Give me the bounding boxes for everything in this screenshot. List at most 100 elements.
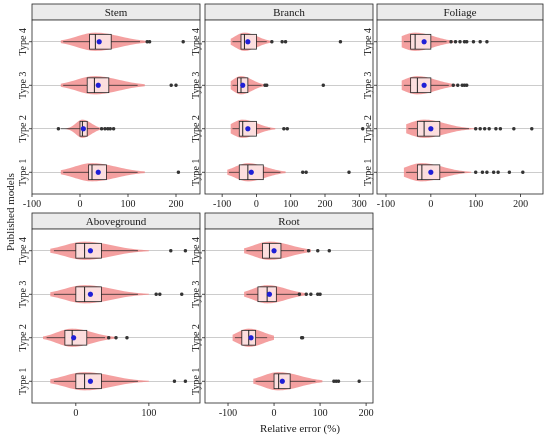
panel-title: Root xyxy=(278,216,299,228)
series-type-3 xyxy=(32,285,200,304)
series-type-4 xyxy=(205,32,373,51)
y-tick-label: Type 1 xyxy=(363,159,374,186)
outlier-point xyxy=(180,292,184,296)
mean-point xyxy=(95,82,101,88)
outlier-point xyxy=(465,83,469,87)
mean-point xyxy=(87,248,94,254)
series-type-3 xyxy=(205,285,373,304)
series-type-4 xyxy=(32,32,200,51)
outlier-point xyxy=(99,127,104,131)
outlier-point xyxy=(103,127,107,131)
outlier-point xyxy=(465,40,469,44)
panel-title: Stem xyxy=(105,7,128,19)
outlier-point xyxy=(108,127,112,131)
x-tick-label: 0 xyxy=(254,199,259,210)
series-type-4 xyxy=(32,241,200,260)
outlier-point xyxy=(478,127,482,131)
outlier-point xyxy=(154,292,158,296)
outlier-point xyxy=(482,127,487,131)
outlier-point xyxy=(338,40,343,44)
outlier-point xyxy=(111,127,116,131)
iqr-box xyxy=(410,33,432,50)
outlier-point xyxy=(56,127,61,131)
panel-branch: Branch -100 0 100 200 300 Type 1 Type 2 Type 3 Ty… xyxy=(191,3,374,210)
mean-point xyxy=(428,126,434,132)
y-tick-label: Type 3 xyxy=(191,281,202,308)
outlier-point xyxy=(485,170,489,174)
mean-point xyxy=(71,335,77,341)
outlier-point xyxy=(327,249,331,253)
mean-point xyxy=(87,378,94,384)
y-tick-label: Type 1 xyxy=(191,368,202,395)
x-tick-label: 200 xyxy=(359,408,374,419)
mean-point xyxy=(421,82,427,88)
mean-point xyxy=(248,335,254,341)
y-tick-label: Type 2 xyxy=(18,324,29,351)
outlier-point xyxy=(449,40,453,44)
outlier-point xyxy=(530,127,534,131)
outlier-point xyxy=(301,170,305,174)
panel-aboveground: Aboveground 0 100 Type 1 Type 2 Type 3 Type 4 xyxy=(18,212,201,419)
outlier-point xyxy=(478,40,482,44)
y-tick-label: Type 3 xyxy=(191,72,202,99)
y-tick-label: Type 4 xyxy=(191,28,202,55)
y-tick-label: Type 4 xyxy=(191,237,202,264)
outlier-point xyxy=(336,379,341,383)
x-tick-label: 100 xyxy=(468,199,483,210)
outlier-point xyxy=(491,170,496,174)
series-type-1 xyxy=(32,163,200,182)
outlier-point xyxy=(147,40,152,44)
outlier-point xyxy=(321,83,325,87)
outlier-point xyxy=(347,170,351,174)
series-type-3 xyxy=(205,76,373,95)
x-tick-label: 300 xyxy=(352,199,367,210)
outlier-point xyxy=(183,379,188,383)
y-tick-label: Type 3 xyxy=(18,281,29,308)
x-tick-label: 100 xyxy=(283,199,298,210)
series-type-1 xyxy=(32,372,200,391)
outlier-point xyxy=(357,379,361,383)
plot-area xyxy=(31,19,201,195)
outlier-point xyxy=(304,292,308,296)
x-tick-label: 200 xyxy=(513,199,528,210)
series-type-3 xyxy=(32,76,200,95)
outlier-point xyxy=(283,40,288,44)
outlier-point xyxy=(453,40,458,44)
series-type-2 xyxy=(32,119,200,138)
outlier-point xyxy=(471,40,476,44)
outlier-point xyxy=(285,127,289,131)
series-type-1 xyxy=(205,372,373,391)
outlier-point xyxy=(480,170,485,174)
plot-area xyxy=(376,19,544,195)
mean-point xyxy=(245,126,251,132)
outlier-point xyxy=(512,127,516,131)
mean-point xyxy=(240,82,246,88)
outlier-point xyxy=(316,249,320,253)
y-tick-label: Type 1 xyxy=(18,159,29,186)
x-tick-label: -100 xyxy=(23,199,41,210)
x-tick-label: 0 xyxy=(272,408,277,419)
x-axis-label: Relative error (%) xyxy=(260,423,340,435)
outlier-point xyxy=(145,40,149,44)
series-type-1 xyxy=(205,163,373,182)
y-tick-label: Type 2 xyxy=(18,115,29,142)
panel-root: Root -100 0 100 200 Type 1 Type 2 Type 3 Type 4 xyxy=(191,212,374,419)
mean-point xyxy=(245,39,251,45)
x-tick-label: 100 xyxy=(313,408,328,419)
outlier-point xyxy=(458,40,462,44)
series-type-4 xyxy=(205,241,373,260)
y-tick-label: Type 2 xyxy=(363,115,374,142)
series-type-2 xyxy=(377,119,543,138)
outlier-point xyxy=(361,127,365,131)
x-tick-label: 100 xyxy=(141,408,156,419)
y-tick-label: Type 4 xyxy=(18,237,29,264)
mean-point xyxy=(95,169,101,175)
outlier-point xyxy=(265,83,269,87)
outlier-point xyxy=(158,292,162,296)
outlier-point xyxy=(507,170,512,174)
x-tick-label: -100 xyxy=(219,408,237,419)
y-tick-label: Type 1 xyxy=(18,368,29,395)
outlier-point xyxy=(297,292,302,296)
outlier-point xyxy=(172,379,177,383)
